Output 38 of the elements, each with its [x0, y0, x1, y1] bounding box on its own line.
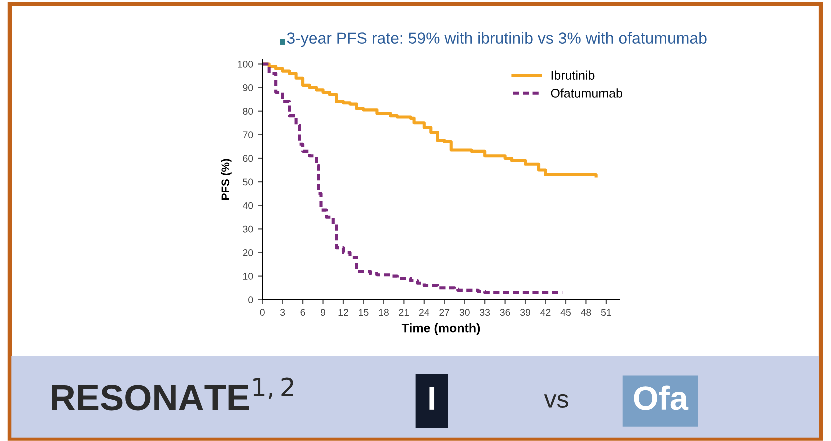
text: RESONATE$^{1,2}$	[52, 378, 294, 411]
x-axis-title: Time (month)	[402, 324, 480, 336]
x-tick-label: 24	[419, 309, 430, 316]
x-tick-label: 45	[560, 309, 571, 316]
text: I	[430, 386, 435, 410]
x-tick-label: 51	[601, 309, 612, 316]
x-tick-label: 36	[500, 309, 510, 316]
x-tick-label: 21	[399, 309, 410, 316]
x-tick-label: 30	[460, 309, 470, 316]
y-tick-label: 10	[243, 273, 254, 280]
y-tick-label: 50	[243, 178, 254, 186]
x-tick-label: 39	[520, 309, 530, 316]
text: Ofa	[634, 386, 689, 410]
y-tick-label: 60	[243, 155, 254, 162]
x-tick-label: 33	[480, 309, 490, 316]
x-tick-label: 0	[260, 309, 265, 316]
y-tick-label: 20	[243, 249, 254, 256]
y-tick-label: 100	[238, 60, 254, 68]
x-tick-label: 27	[440, 309, 450, 316]
chart-title: 3-year PFS rate: 59% with ibrutinib vs 3% with ofatumumab	[287, 32, 707, 48]
x-tick-label: 42	[540, 309, 551, 316]
x-tick-label: 18	[379, 309, 389, 316]
x-tick-label: 12	[338, 309, 348, 316]
legend-label: Ibrutinib	[552, 70, 595, 80]
x-tick-label: 3	[280, 309, 286, 316]
y-tick-label: 70	[243, 132, 254, 139]
text: vs	[544, 394, 568, 408]
y-tick-label: 30	[243, 226, 254, 233]
y-tick-label: 90	[243, 84, 254, 92]
x-tick-label: 48	[581, 309, 592, 316]
y-tick-label: 40	[242, 202, 254, 210]
y-tick-label: 0	[248, 296, 254, 304]
x-tick-label: 9	[321, 309, 326, 316]
legend-label: Ofatumumab	[551, 88, 622, 98]
x-tick-label: 15	[359, 309, 369, 316]
y-tick-label: 80	[243, 108, 254, 115]
x-tick-label: 6	[300, 309, 306, 316]
y-axis-title: PFS (%)	[221, 159, 232, 200]
